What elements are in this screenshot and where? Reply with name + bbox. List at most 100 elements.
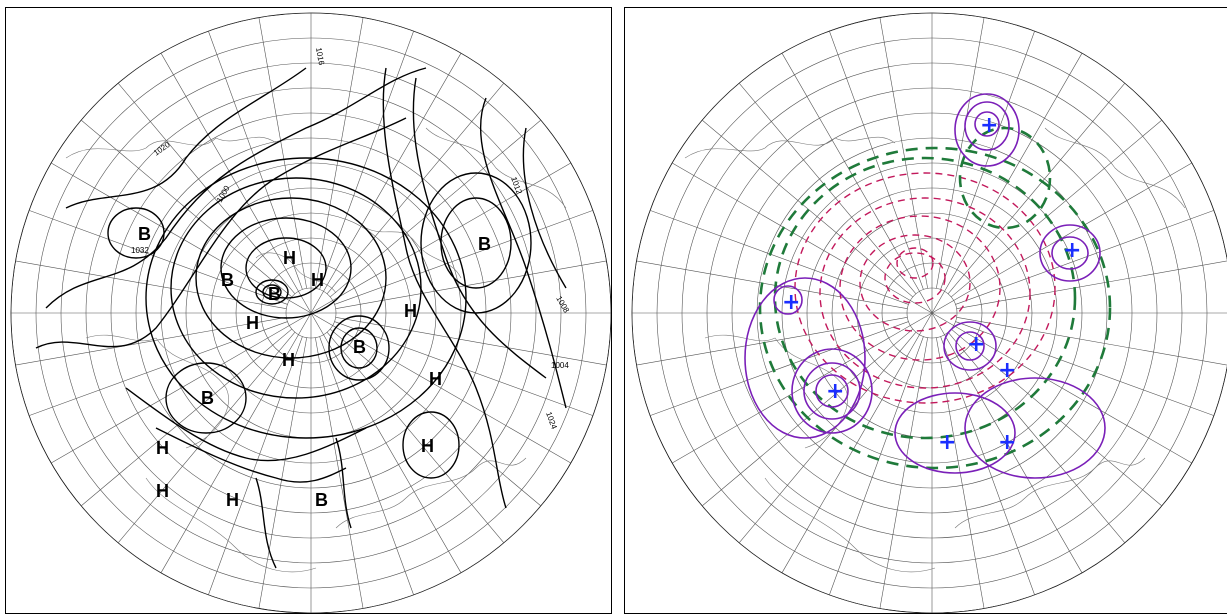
meridian-line (80, 119, 293, 298)
high-pressure-label: H (421, 436, 434, 456)
meridian-line (258, 337, 307, 609)
meridian-line (636, 260, 908, 309)
meridian-line (947, 331, 1126, 544)
positive-center-marker: + (998, 358, 1016, 383)
pressure-map-panel: B B B B B B B H H H H H H H H H H 1020 1… (5, 7, 612, 614)
meridian-line (51, 312, 312, 464)
positive-center-marker: + (998, 430, 1016, 455)
positive-centers: + + + + + + + + + (782, 113, 1081, 455)
meridian-line (15, 260, 287, 309)
positive-contour (1051, 236, 1089, 270)
meridian-line (334, 210, 594, 305)
meridian-line (931, 312, 1083, 573)
meridian-line (829, 336, 924, 596)
zero-contour (758, 146, 1112, 470)
meridian-line (208, 336, 303, 596)
high-pressure-label: H (283, 248, 296, 268)
meridian-line (636, 317, 908, 366)
negative-contour (884, 252, 946, 304)
positive-contour (744, 277, 866, 439)
low-pressure-label: B (221, 270, 234, 290)
low-pressure-label: B (315, 490, 328, 510)
meridian-line (950, 119, 1163, 298)
high-pressure-label: H (156, 438, 169, 458)
anomaly-map-panel: + + + + + + + + + (624, 7, 1227, 614)
meridian-line (160, 53, 312, 314)
meridian-line (310, 312, 462, 573)
meridian-line (955, 210, 1215, 305)
meridian-line (950, 328, 1163, 507)
positive-center-marker: + (938, 430, 956, 455)
coastlines (65, 127, 567, 573)
meridian-line (28, 321, 288, 416)
zero-contours (758, 126, 1112, 470)
meridian-line (326, 331, 505, 544)
pressure-map: B B B B B B B H H H H H H H H H H 1020 1… (10, 12, 611, 613)
isobar-label: 1032 (131, 246, 149, 255)
meridian-line (829, 30, 924, 290)
meridian-line (672, 162, 933, 314)
meridian-line (956, 317, 1227, 366)
meridian-line (326, 82, 505, 295)
meridian-line (334, 321, 594, 416)
isobar-label: 1016 (314, 47, 326, 67)
meridian-line (310, 53, 462, 314)
negative-contour (819, 197, 1031, 389)
meridian-line (160, 312, 312, 573)
zero-contour (773, 156, 1077, 440)
isobars (35, 67, 567, 569)
positive-contour (964, 377, 1106, 479)
meridian-line (936, 17, 985, 289)
low-pressure-label: B (138, 224, 151, 244)
negative-contour (896, 247, 934, 279)
positive-center-marker: + (826, 379, 844, 404)
meridian-line (701, 119, 914, 298)
meridian-line (879, 17, 928, 289)
pressure-center-labels: B B B B B B B H H H H H H H H H H (138, 224, 491, 510)
coastlines (684, 127, 1186, 573)
positive-contour (815, 374, 849, 408)
meridian-line (649, 321, 909, 416)
meridian-line (672, 312, 933, 464)
positive-contour (974, 111, 1000, 137)
meridian-line (315, 337, 364, 609)
meridian-line (931, 312, 1192, 464)
positive-contour (955, 331, 985, 361)
positive-center-marker: + (967, 332, 985, 357)
meridian-line (781, 312, 933, 573)
meridian-line (80, 328, 293, 507)
negative-contour (839, 215, 1001, 361)
high-pressure-label: H (226, 490, 239, 510)
low-pressure-label: B (201, 388, 214, 408)
meridian-line (947, 82, 1126, 295)
meridian-line (258, 17, 307, 289)
meridian-line (781, 53, 933, 314)
positive-contour (943, 321, 997, 371)
graticule (11, 13, 611, 613)
positive-center-marker: + (980, 113, 998, 138)
meridian-line (649, 210, 909, 305)
high-pressure-label: H (404, 301, 417, 321)
positive-contour (954, 93, 1020, 167)
meridian-line (208, 30, 303, 290)
meridian-line (15, 317, 287, 366)
meridian-line (956, 260, 1227, 309)
zero-contour (958, 126, 1052, 230)
meridian-line (315, 17, 364, 289)
isobar-value-labels: 1020 1016 1012 1008 1004 1000 1024 1032 (131, 47, 571, 431)
meridian-line (51, 162, 312, 314)
meridian-line (955, 321, 1215, 416)
meridian-line (931, 53, 1083, 314)
high-pressure-label: H (311, 270, 324, 290)
high-pressure-label: H (246, 313, 259, 333)
meridian-line (335, 260, 607, 309)
meridian-line (879, 337, 928, 609)
positive-contour (894, 392, 1016, 474)
high-pressure-label: H (282, 350, 295, 370)
meridian-line (329, 328, 542, 507)
meridian-line (28, 210, 288, 305)
anomaly-map: + + + + + + + + + (631, 12, 1227, 613)
low-pressure-label: B (478, 234, 491, 254)
high-pressure-label: H (429, 369, 442, 389)
meridian-line (738, 82, 917, 295)
